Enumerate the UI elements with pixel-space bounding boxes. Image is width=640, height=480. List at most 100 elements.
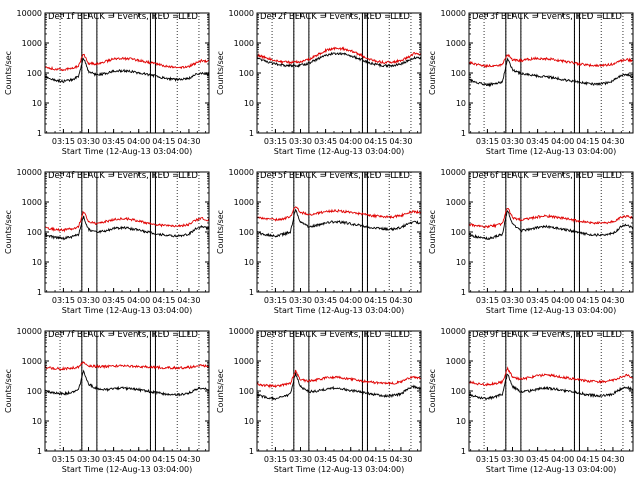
flag-label: F	[83, 171, 88, 181]
x-tick-label: 03:15	[264, 296, 287, 305]
flag-label: T	[362, 171, 369, 181]
plot-frame	[256, 171, 422, 293]
flag-label: T	[150, 171, 157, 181]
y-axis-label: Counts/sec	[4, 369, 13, 413]
x-tick-label: 04:00	[551, 137, 574, 146]
panel-title: Det 2f BLACK = Events, RED = LLD	[260, 12, 410, 22]
flag-label: F	[295, 330, 300, 340]
x-tick-label: 04:00	[339, 296, 362, 305]
y-axis-label: Counts/sec	[216, 210, 225, 254]
x-tick-label: 04:15	[576, 296, 599, 305]
panel-title: Det 4f BLACK = Events, RED = LLD	[48, 171, 198, 181]
x-tick-label: 04:15	[152, 296, 175, 305]
y-tick-label: 100	[27, 228, 42, 237]
x-tick-label: 03:45	[314, 296, 337, 305]
y-tick-label: 1000	[234, 39, 254, 48]
panel-title: Det 9f BLACK = Events, RED = LLD	[472, 330, 622, 340]
x-tick-label: 04:30	[177, 296, 200, 305]
x-tick-label: 03:15	[476, 455, 499, 464]
plot-frame	[468, 12, 634, 134]
panel-title: Det 6f BLACK = Events, RED = LLD	[472, 171, 622, 181]
x-axis-label: Start Time (12-Aug-13 03:04:00)	[62, 306, 193, 315]
lld-series-line	[468, 207, 634, 229]
y-tick-label: 100	[239, 69, 254, 78]
x-axis-label: Start Time (12-Aug-13 03:04:00)	[486, 306, 617, 315]
y-tick-label: 100	[239, 387, 254, 396]
plot-frame	[468, 330, 634, 452]
x-tick-label: 03:30	[501, 455, 524, 464]
x-tick-label: 04:30	[389, 455, 412, 464]
x-tick-label: 03:15	[476, 137, 499, 146]
x-axis-label: Start Time (12-Aug-13 03:04:00)	[274, 147, 405, 156]
y-axis-label: Counts/sec	[216, 369, 225, 413]
y-tick-label: 10	[244, 99, 254, 108]
x-tick-label: 03:45	[526, 296, 549, 305]
y-axis-label: Counts/sec	[428, 210, 437, 254]
y-axis-label: Counts/sec	[216, 51, 225, 95]
y-tick-label: 10	[456, 99, 466, 108]
panel-title: Det 3f BLACK = Events, RED = LLD	[472, 12, 622, 22]
events-series-line	[44, 369, 210, 397]
lld-series-line	[256, 206, 422, 222]
y-tick-label: 10	[32, 99, 42, 108]
y-tick-label: 10	[244, 258, 254, 267]
flag-label: L	[390, 330, 395, 340]
y-axis-label: Counts/sec	[428, 369, 437, 413]
flag-label: F	[507, 171, 512, 181]
x-tick-label: 03:45	[526, 137, 549, 146]
y-tick-label: 1000	[446, 357, 466, 366]
flag-label: T	[362, 330, 369, 340]
x-tick-label: 03:30	[77, 137, 100, 146]
x-tick-label: 03:45	[314, 137, 337, 146]
y-tick-label: 10000	[441, 168, 466, 177]
y-axis-label: Counts/sec	[4, 51, 13, 95]
x-tick-label: 03:15	[264, 455, 287, 464]
events-series-line	[256, 51, 422, 68]
x-tick-label: 04:15	[364, 296, 387, 305]
y-tick-label: 1	[461, 288, 466, 297]
plot-frame	[468, 171, 634, 293]
plot-frame	[44, 12, 210, 134]
plot-frame	[44, 171, 210, 293]
x-tick-label: 03:30	[77, 296, 100, 305]
x-tick-label: 03:30	[501, 296, 524, 305]
lld-series-line	[256, 46, 422, 65]
y-tick-label: 10000	[229, 168, 254, 177]
x-tick-label: 04:15	[152, 137, 175, 146]
x-tick-label: 04:30	[389, 137, 412, 146]
flag-label: L	[602, 171, 607, 181]
x-tick-label: 03:30	[501, 137, 524, 146]
x-tick-label: 04:30	[601, 296, 624, 305]
x-axis-label: Start Time (12-Aug-13 03:04:00)	[486, 465, 617, 474]
flag-label: T	[574, 12, 581, 22]
lld-series-line	[44, 360, 210, 371]
x-tick-label: 04:30	[177, 455, 200, 464]
x-tick-label: 04:15	[364, 455, 387, 464]
y-tick-label: 10000	[229, 9, 254, 18]
x-tick-label: 04:00	[127, 455, 150, 464]
y-tick-label: 100	[27, 387, 42, 396]
x-tick-label: 04:00	[339, 137, 362, 146]
x-tick-label: 03:45	[102, 137, 125, 146]
y-tick-label: 10000	[17, 9, 42, 18]
y-tick-label: 1	[37, 129, 42, 138]
events-series-line	[468, 373, 634, 401]
y-tick-label: 10000	[441, 327, 466, 336]
y-tick-label: 1000	[22, 39, 42, 48]
x-tick-label: 04:15	[576, 455, 599, 464]
y-axis-label: Counts/sec	[4, 210, 13, 254]
panel-title: Det 1f BLACK = Events, RED = LLD	[48, 12, 198, 22]
y-tick-label: 1000	[22, 198, 42, 207]
x-tick-label: 03:15	[264, 137, 287, 146]
y-tick-label: 1	[249, 129, 254, 138]
y-tick-label: 1000	[446, 39, 466, 48]
panel-title: Det 5f BLACK = Events, RED = LLD	[260, 171, 410, 181]
